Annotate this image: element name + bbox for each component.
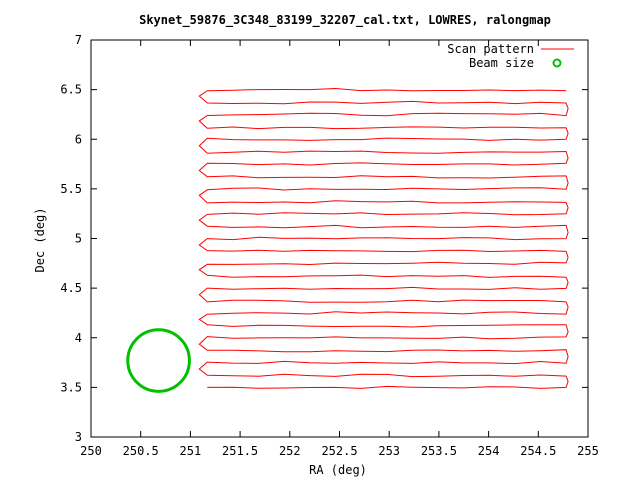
x-tick-label: 251.5 [222, 444, 258, 458]
beam-size-series [126, 328, 191, 393]
y-axis: 3 3.5 4 4.5 5 5.5 6 6.5 7 [60, 33, 588, 444]
y-tick-label: 3.5 [60, 380, 82, 394]
y-tick-label: 4 [75, 331, 82, 345]
x-tick-label: 254.5 [520, 444, 556, 458]
y-tick-label: 5.5 [60, 182, 82, 196]
x-tick-label: 253 [378, 444, 400, 458]
scan-pattern-series [198, 87, 569, 389]
x-tick-label: 251 [180, 444, 202, 458]
x-tick-label: 252 [279, 444, 301, 458]
scan-pattern-line [198, 87, 569, 389]
chart-title: Skynet_59876_3C348_83199_32207_cal.txt, … [139, 13, 551, 28]
legend-swatch-beam [552, 58, 562, 68]
x-tick-label: 252.5 [321, 444, 357, 458]
y-tick-label: 6 [75, 132, 82, 146]
x-tick-label: 250 [80, 444, 102, 458]
legend: Scan pattern Beam size [447, 42, 574, 70]
y-tick-label: 5 [75, 232, 82, 246]
x-tick-label: 253.5 [421, 444, 457, 458]
x-axis: 250 250.5 251 251.5 252 252.5 253 253.5 254 254.5… [80, 40, 599, 458]
x-tick-label: 250.5 [123, 444, 159, 458]
x-axis-label: RA (deg) [309, 463, 367, 477]
beam-size-circle [126, 328, 191, 393]
y-axis-label: Dec (deg) [33, 207, 47, 272]
x-tick-label: 254 [478, 444, 500, 458]
y-tick-label: 3 [75, 430, 82, 444]
legend-label-scan: Scan pattern [447, 42, 534, 56]
y-tick-label: 7 [75, 33, 82, 47]
x-tick-label: 255 [577, 444, 599, 458]
y-tick-label: 6.5 [60, 83, 82, 97]
y-tick-label: 4.5 [60, 281, 82, 295]
legend-label-beam: Beam size [469, 56, 534, 70]
